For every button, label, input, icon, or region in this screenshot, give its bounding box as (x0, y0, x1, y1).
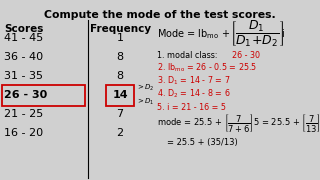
Text: Scores: Scores (4, 24, 44, 34)
Text: 8: 8 (116, 52, 124, 62)
Text: $> D_1$: $> D_1$ (136, 97, 155, 107)
Text: 14: 14 (112, 90, 128, 100)
Bar (2, 85, 85, 106)
Bar (106, 85, 134, 106)
Text: mode = 25.5 + $\left[\dfrac{7}{7+6}\right]$5 = 25.5 + $\left[\dfrac{7}{13}\right: mode = 25.5 + $\left[\dfrac{7}{7+6}\righ… (157, 113, 320, 135)
Text: 2: 2 (116, 128, 124, 138)
Text: 26 - 30: 26 - 30 (4, 90, 47, 100)
Text: Compute the mode of the test scores.: Compute the mode of the test scores. (44, 10, 276, 20)
Text: 8: 8 (116, 71, 124, 81)
Text: 36 - 40: 36 - 40 (4, 52, 43, 62)
Text: 3. D$_1$ = 14 - 7 = 7: 3. D$_1$ = 14 - 7 = 7 (157, 75, 230, 87)
Text: 31 - 35: 31 - 35 (4, 71, 43, 81)
Text: 1: 1 (116, 33, 124, 43)
Text: 1. modal class:: 1. modal class: (157, 51, 220, 60)
Text: 26 - 30: 26 - 30 (232, 51, 260, 60)
Text: 21 - 25: 21 - 25 (4, 109, 43, 119)
Text: 7: 7 (116, 109, 124, 119)
Text: 2. lb$_{\mathregular{mo}}$ = 26 - 0.5 = 25.5: 2. lb$_{\mathregular{mo}}$ = 26 - 0.5 = … (157, 62, 257, 74)
Text: $> D_2$: $> D_2$ (136, 83, 155, 93)
Text: i: i (281, 29, 284, 39)
Text: $\left[\dfrac{D_1}{D_1\!+\!D_2}\right]$: $\left[\dfrac{D_1}{D_1\!+\!D_2}\right]$ (230, 19, 284, 49)
Text: 16 - 20: 16 - 20 (4, 128, 43, 138)
Text: Mode = lb$_{\mathregular{mo}}$ +: Mode = lb$_{\mathregular{mo}}$ + (157, 27, 230, 41)
Text: Frequency: Frequency (90, 24, 151, 34)
Text: 4. D$_2$ = 14 - 8 = 6: 4. D$_2$ = 14 - 8 = 6 (157, 88, 231, 100)
Text: 5. i = 21 - 16 = 5: 5. i = 21 - 16 = 5 (157, 102, 226, 111)
Text: 41 - 45: 41 - 45 (4, 33, 43, 43)
Text: = 25.5 + (35/13): = 25.5 + (35/13) (167, 138, 238, 147)
